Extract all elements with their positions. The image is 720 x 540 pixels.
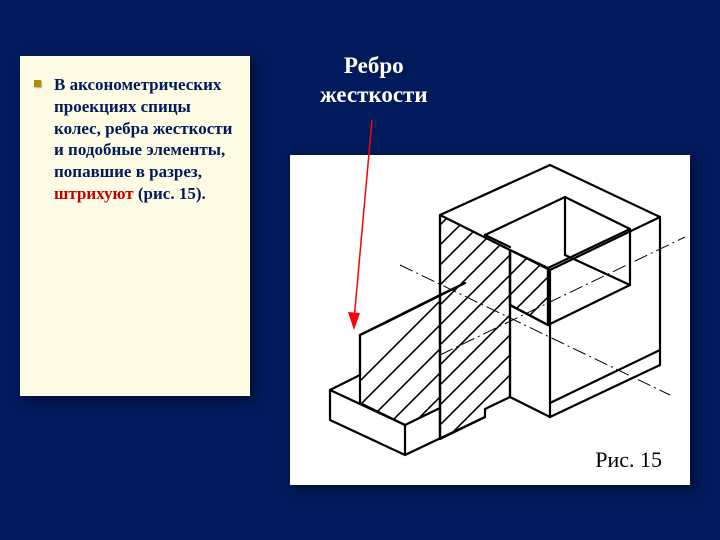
annotation-line1: Ребро <box>320 52 428 81</box>
annotation-line2: жесткости <box>320 81 428 110</box>
figure-panel: Рис. 15 <box>290 155 690 485</box>
body-text: В аксонометрических проекциях спицы коле… <box>54 74 236 205</box>
text-panel: В аксонометрических проекциях спицы коле… <box>20 56 250 396</box>
bullet-icon <box>34 80 41 87</box>
text-pre: В аксонометрических проекциях спицы коле… <box>54 75 232 181</box>
annotation-label: Ребро жесткости <box>320 52 428 110</box>
text-post: (рис. 15). <box>134 184 206 203</box>
text-highlight: штрихуют <box>54 184 134 203</box>
slide: В аксонометрических проекциях спицы коле… <box>0 0 720 540</box>
figure-caption: Рис. 15 <box>595 447 662 473</box>
isometric-drawing <box>290 155 690 485</box>
